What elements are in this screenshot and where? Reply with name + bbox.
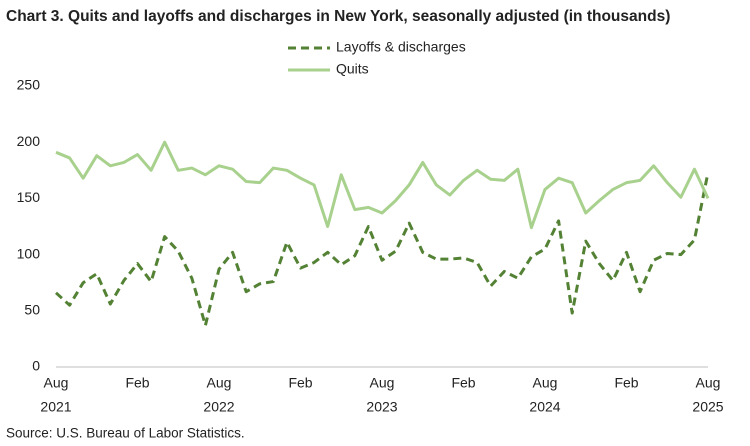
series-line (55, 140, 710, 230)
x-tick-label: Feb (451, 375, 475, 391)
x-year-label: 2024 (529, 399, 560, 415)
y-tick-label: 200 (17, 133, 41, 149)
y-tick-label: 0 (32, 358, 40, 374)
x-tick-label: Aug (533, 375, 558, 391)
x-tick-label: Aug (44, 375, 69, 391)
x-year-label: 2025 (692, 399, 723, 415)
source-note: Source: U.S. Bureau of Labor Statistics. (6, 426, 245, 441)
x-tick-label: Aug (207, 375, 232, 391)
x-tick-label: Feb (614, 375, 638, 391)
y-tick-label: 100 (17, 245, 41, 261)
x-year-label: 2022 (203, 399, 234, 415)
y-tick-label: 50 (24, 302, 40, 318)
chart-title: Chart 3. Quits and layoffs and discharge… (6, 8, 670, 25)
x-tick-label: Aug (370, 375, 395, 391)
x-tick-label: Aug (696, 375, 721, 391)
y-tick-label: 250 (17, 77, 41, 93)
x-year-label: 2023 (366, 399, 397, 415)
x-tick-label: Feb (288, 375, 312, 391)
x-tick-label: Feb (125, 375, 149, 391)
y-tick-label: 150 (17, 189, 41, 205)
legend-label: Quits (336, 61, 369, 77)
legend-label: Layoffs & discharges (336, 39, 466, 55)
x-year-label: 2021 (40, 399, 71, 415)
series-line (54, 172, 710, 327)
